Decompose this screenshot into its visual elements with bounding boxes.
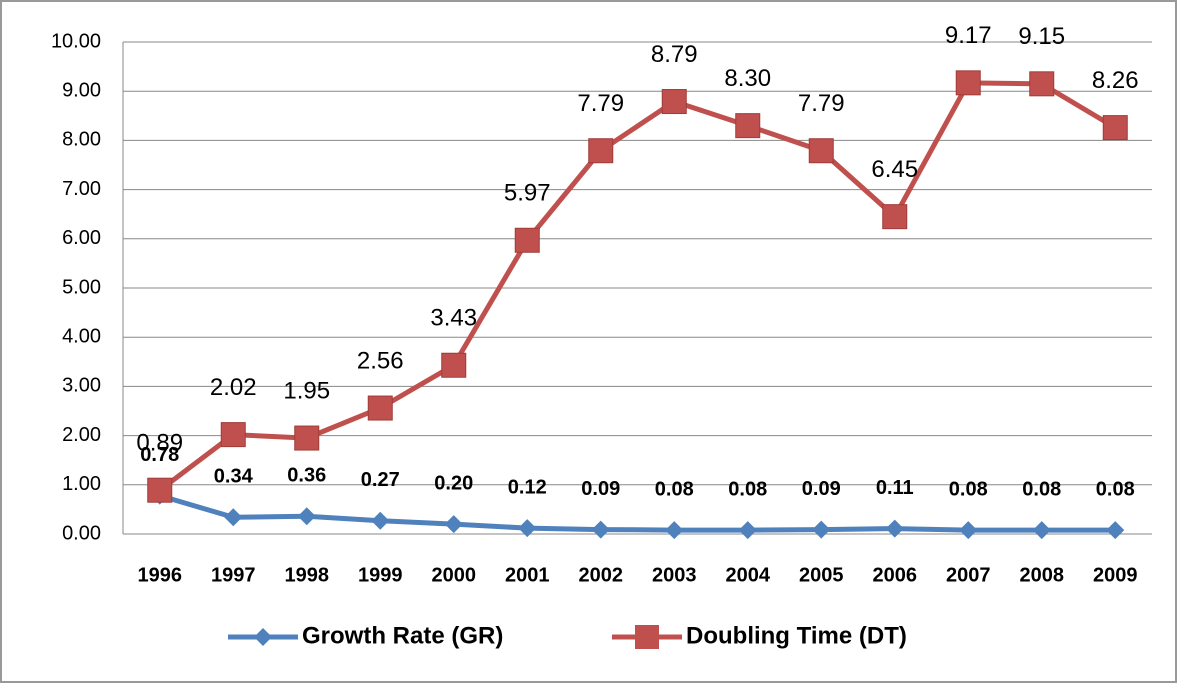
point (371, 511, 390, 530)
point (441, 352, 467, 378)
x-tick-label: 2009 (1093, 564, 1138, 586)
x-tick-label: 2001 (505, 564, 550, 586)
data-label: 2.56 (357, 347, 404, 374)
point (514, 227, 540, 253)
x-tick-label: 1997 (211, 564, 256, 586)
x-tick-label: 1996 (138, 564, 183, 586)
y-tick-label: 9.00 (62, 79, 101, 101)
x-tick-label: 2006 (873, 564, 918, 586)
x-tick-label: 1998 (285, 564, 330, 586)
data-label: 0.08 (728, 478, 767, 500)
point (882, 204, 908, 230)
legend-marker (254, 628, 272, 646)
y-tick-label: 10.00 (51, 30, 101, 52)
data-label: 0.27 (361, 469, 400, 491)
legend-label: Growth Rate (GR) (302, 622, 503, 649)
legend-label: Doubling Time (DT) (686, 622, 907, 649)
point (1029, 71, 1055, 97)
x-tick-label: 2002 (579, 564, 624, 586)
y-tick-label: 6.00 (62, 227, 101, 249)
data-label: 7.79 (798, 90, 845, 117)
point (518, 519, 537, 538)
data-label: 0.08 (655, 478, 694, 500)
y-tick-label: 5.00 (62, 276, 101, 298)
x-tick-label: 2004 (726, 564, 771, 586)
data-label: 0.34 (214, 466, 254, 488)
point (812, 520, 831, 539)
y-tick-label: 8.00 (62, 129, 101, 151)
x-tick-label: 2008 (1020, 564, 1065, 586)
point (367, 395, 393, 421)
x-tick-label: 2005 (799, 564, 844, 586)
point (147, 477, 173, 503)
point (808, 138, 834, 164)
data-label: 0.11 (876, 477, 914, 499)
point (735, 113, 761, 139)
point (220, 422, 246, 448)
point (1106, 521, 1125, 540)
point (297, 507, 316, 526)
data-label: 0.12 (508, 476, 547, 498)
point (1102, 115, 1128, 141)
data-label: 0.36 (287, 465, 326, 487)
data-label: 0.78 (140, 444, 179, 466)
data-label: 0.08 (1022, 478, 1061, 500)
point (591, 520, 610, 539)
point (959, 521, 978, 540)
y-tick-label: 4.00 (62, 325, 101, 347)
point (665, 521, 684, 540)
data-label: 9.15 (1018, 23, 1065, 50)
x-tick-label: 2007 (946, 564, 991, 586)
point (224, 508, 243, 527)
data-label: 0.20 (434, 472, 473, 494)
data-label: 6.45 (871, 156, 918, 183)
data-label: 5.97 (504, 180, 551, 207)
point (294, 425, 320, 451)
y-tick-label: 3.00 (62, 375, 101, 397)
point (955, 70, 981, 96)
point (444, 515, 463, 534)
x-tick-label: 1999 (358, 564, 403, 586)
point (661, 89, 687, 115)
x-tick-label: 2003 (652, 564, 697, 586)
data-label: 0.08 (949, 478, 988, 500)
y-tick-label: 7.00 (62, 178, 101, 200)
point (885, 519, 904, 538)
data-label: 0.09 (802, 478, 841, 500)
data-label: 8.30 (724, 65, 771, 92)
data-label: 0.08 (1096, 478, 1135, 500)
y-tick-label: 2.00 (62, 424, 101, 446)
data-label: 9.17 (945, 22, 992, 49)
legend-marker (635, 625, 659, 649)
data-label: 2.02 (210, 374, 257, 401)
series-line (159, 493, 1116, 533)
data-label: 8.26 (1092, 67, 1139, 94)
point (588, 138, 614, 164)
point (738, 521, 757, 540)
data-label: 1.95 (283, 377, 330, 404)
y-tick-label: 0.00 (62, 522, 101, 544)
point (1032, 521, 1051, 540)
x-tick-label: 2000 (432, 564, 477, 586)
data-label: 3.43 (430, 305, 477, 332)
data-label: 0.89 (136, 430, 183, 457)
data-label: 7.79 (577, 90, 624, 117)
data-label: 8.79 (651, 41, 698, 68)
data-label: 0.09 (581, 478, 620, 500)
y-tick-label: 1.00 (62, 473, 101, 495)
